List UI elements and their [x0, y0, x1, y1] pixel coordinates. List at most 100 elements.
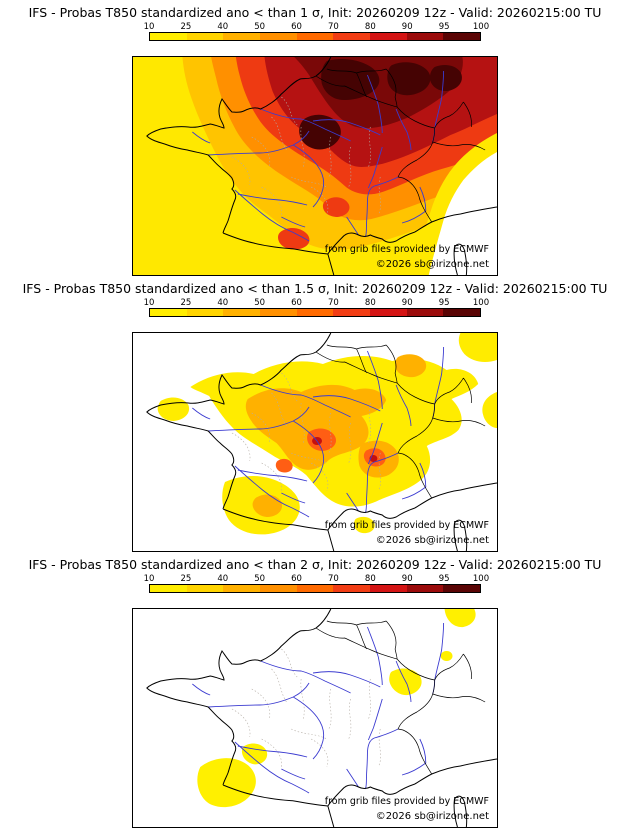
- colorbar-segment: [406, 33, 444, 40]
- colorbar-segment: [443, 585, 481, 592]
- prob-fill-10-rightedge-dot: [440, 651, 453, 661]
- colorbar-tick-label: 80: [364, 22, 376, 32]
- credit-copyright: ©2026 sb@irizone.net: [375, 535, 489, 546]
- credit-ecmwf: from grib files provided by ECMWF: [324, 244, 489, 255]
- colorbar-tick-label: 95: [438, 298, 450, 308]
- coastline: [146, 609, 497, 827]
- map-svg-1_5sigma: [146, 333, 497, 551]
- colorbar-segment: [370, 309, 407, 316]
- colorbar-tick-label: 10: [143, 574, 155, 584]
- colorbar-tick-label: 100: [472, 574, 490, 584]
- probability-colorbar: 10 25 40 50 60 70 80 90 95 100: [144, 22, 490, 41]
- colorbar-tick-label: 80: [364, 298, 376, 308]
- colorbar-segment: [260, 33, 297, 40]
- colorbar-tick-label: 70: [328, 298, 339, 308]
- probability-shading-2sigma: [197, 609, 476, 808]
- probability-colorbar: 10 25 40 50 60 70 80 90 95 100: [144, 298, 489, 317]
- colorbar-segment: [443, 33, 481, 40]
- colorbar-segment: [260, 585, 297, 592]
- colorbar-tick-label: 100: [472, 22, 490, 32]
- prob-fill-40-northeast: [395, 354, 427, 378]
- colorbar-tick-label: 40: [217, 298, 229, 308]
- colorbar-tick-label: 40: [217, 574, 229, 584]
- colorbar-segment: [333, 309, 371, 316]
- credit-ecmwf: from grib files provided by ECMWF: [324, 520, 489, 531]
- colorbar-segment: [370, 33, 407, 40]
- country-borders: [315, 620, 486, 775]
- colorbar-tick-label: 25: [180, 22, 192, 32]
- colorbar-segment: [186, 33, 224, 40]
- colorbar-tick-label: 10: [143, 22, 155, 32]
- colorbar-segment: [296, 33, 334, 40]
- prob-spot-massif: [322, 197, 350, 217]
- colorbar-tick-label: 25: [180, 298, 192, 308]
- colorbar-segment: [223, 33, 261, 40]
- colorbar-tick-label: 95: [438, 574, 450, 584]
- probability-colorbar: 10 25 40 50 60 70 80 90 95 100: [144, 574, 490, 593]
- colorbar-tick-label: 50: [254, 574, 266, 584]
- map-1sigma: from grib files provided by ECMWF ©2026 …: [132, 56, 498, 276]
- colorbar-tick-label: 80: [364, 574, 376, 584]
- map-title-1_5sigma: IFS - Probas T850 standardized ano < tha…: [22, 281, 608, 296]
- colorbar-segment: [370, 585, 407, 592]
- prob-fill-40-pyrenees: [252, 494, 283, 517]
- map-1_5sigma: from grib files provided by ECMWF ©2026 …: [132, 332, 498, 552]
- prob-spot-pyrenees: [278, 228, 310, 250]
- prob-fill-98: [299, 58, 462, 150]
- colorbar-segment: [443, 309, 481, 316]
- credit-copyright: ©2026 sb@irizone.net: [375, 259, 489, 270]
- colorbar-segment: [186, 309, 224, 316]
- colorbar-tick-label: 100: [472, 298, 490, 308]
- prob-fill-10-topright: [444, 609, 476, 628]
- panel-2sigma: IFS - Probas T850 standardized ano < tha…: [0, 552, 630, 828]
- prob-fill-65-spots: [275, 428, 386, 473]
- colorbar-segment: [260, 309, 297, 316]
- colorbar-tick-label: 90: [401, 298, 413, 308]
- colorbar-segment: [186, 585, 224, 592]
- probability-shading-1_5sigma: [157, 333, 497, 535]
- prob-fill-10-brittany: [157, 397, 190, 421]
- colorbar-bar: [149, 584, 481, 593]
- colorbar-tick-label: 70: [328, 22, 339, 32]
- map-svg-2sigma: [146, 609, 497, 827]
- colorbar-tick-label: 60: [291, 574, 302, 584]
- map-title-1sigma: IFS - Probas T850 standardized ano < tha…: [28, 5, 602, 20]
- map-title-2sigma: IFS - Probas T850 standardized ano < tha…: [28, 557, 602, 572]
- credit-copyright: ©2026 sb@irizone.net: [375, 811, 489, 822]
- panel-1_5sigma: IFS - Probas T850 standardized ano < tha…: [0, 276, 630, 552]
- credit-ecmwf: from grib files provided by ECMWF: [324, 796, 489, 807]
- colorbar-bar: [149, 308, 481, 317]
- colorbar-tick-label: 95: [438, 22, 450, 32]
- colorbar-segment: [223, 309, 261, 316]
- colorbar-tick-label: 60: [291, 22, 302, 32]
- colorbar-tick-label: 10: [143, 298, 155, 308]
- prob-fill-10-southwest: [197, 758, 256, 808]
- colorbar-segment: [333, 33, 371, 40]
- colorbar-tick-labels: 10 25 40 50 60 70 80 90 95 100: [144, 22, 490, 32]
- prob-fill-10-med: [353, 516, 375, 534]
- colorbar-segment: [150, 585, 187, 592]
- colorbar-tick-label: 50: [254, 298, 266, 308]
- panel-1sigma: IFS - Probas T850 standardized ano < tha…: [0, 0, 630, 276]
- colorbar-segment: [333, 585, 371, 592]
- colorbar-tick-label: 60: [291, 298, 302, 308]
- colorbar-tick-label: 50: [254, 22, 266, 32]
- colorbar-segment: [150, 33, 187, 40]
- colorbar-segment: [296, 309, 334, 316]
- colorbar-tick-label: 90: [401, 22, 413, 32]
- colorbar-bar: [149, 32, 481, 41]
- colorbar-tick-labels: 10 25 40 50 60 70 80 90 95 100: [144, 574, 490, 584]
- prob-fill-85-dots: [312, 437, 378, 462]
- map-2sigma: from grib files provided by ECMWF ©2026 …: [132, 608, 498, 828]
- colorbar-tick-label: 70: [328, 574, 339, 584]
- colorbar-tick-label: 90: [401, 574, 413, 584]
- colorbar-segment: [406, 309, 444, 316]
- colorbar-segment: [150, 309, 187, 316]
- colorbar-tick-label: 25: [180, 574, 192, 584]
- colorbar-segment: [406, 585, 444, 592]
- prob-fill-10-southwest-upper: [241, 743, 268, 765]
- prob-fill-10-rightedge: [482, 392, 497, 428]
- colorbar-segment: [296, 585, 334, 592]
- prob-fill-10-topright: [458, 333, 497, 362]
